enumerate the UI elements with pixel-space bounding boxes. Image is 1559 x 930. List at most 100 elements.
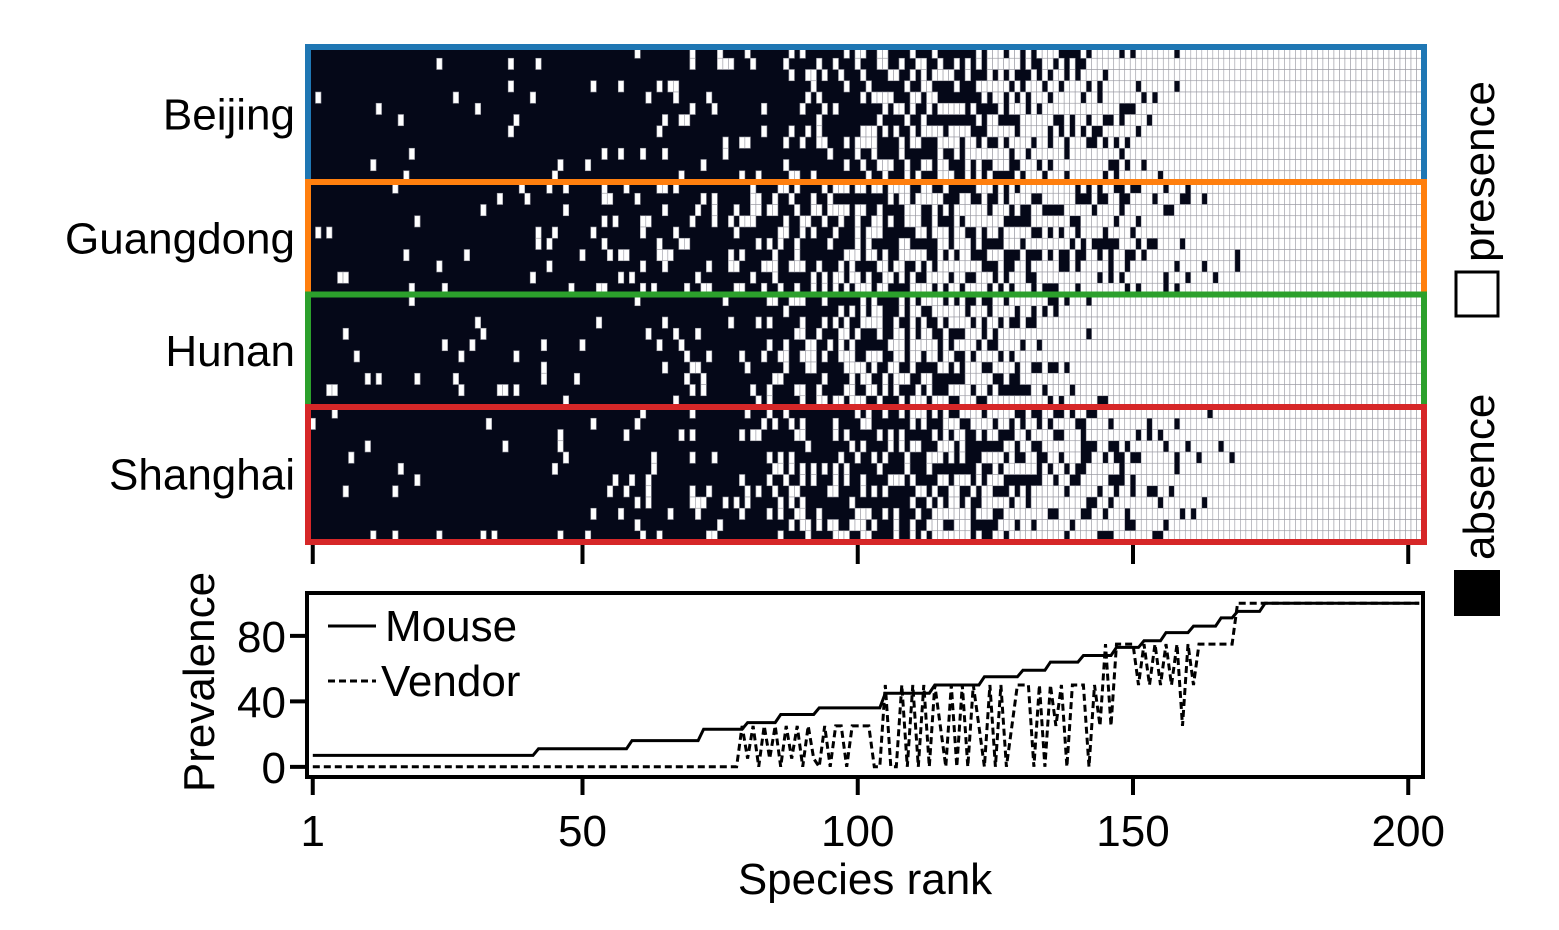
heatmap-cell-present <box>1278 237 1285 250</box>
heatmap-cell-present <box>937 271 944 284</box>
heatmap-cell-present <box>1300 204 1307 217</box>
heatmap-cell-present <box>1207 114 1214 127</box>
heatmap-cell-present <box>975 260 982 273</box>
heatmap-cell-present <box>1080 485 1087 498</box>
heatmap-cell-present <box>1102 339 1109 352</box>
heatmap-cell-present <box>1063 114 1070 127</box>
heatmap-cell-present <box>1184 136 1192 149</box>
heatmap-cell-present <box>1410 136 1417 149</box>
heatmap-cell-present <box>1080 271 1087 284</box>
heatmap-cell-present <box>1234 69 1241 82</box>
heatmap-cell-present <box>1333 372 1340 385</box>
heatmap-cell-present <box>728 316 735 329</box>
heatmap-cell-present <box>1052 417 1059 430</box>
heatmap-cell-present <box>1284 361 1291 374</box>
heatmap-cell-present <box>1207 350 1214 363</box>
heatmap-cell-present <box>1008 485 1015 498</box>
heatmap-cell-present <box>1361 384 1368 397</box>
heatmap-cell-present <box>1399 226 1406 239</box>
heatmap-cell-present <box>794 485 801 498</box>
heatmap-cell-present <box>1377 159 1384 172</box>
heatmap-cell-present <box>1085 417 1093 430</box>
heatmap-cell-present <box>1333 192 1340 205</box>
heatmap-cell-present <box>964 372 971 385</box>
heatmap-cell-present <box>441 339 448 352</box>
heatmap-cell-present <box>1366 226 1373 239</box>
heatmap-cell-present <box>1311 159 1318 172</box>
heatmap-cell-present <box>1361 485 1368 498</box>
heatmap-cell-present <box>1289 451 1296 464</box>
heatmap-cell-present <box>1080 327 1087 340</box>
heatmap-cell-present <box>1014 271 1021 284</box>
heatmap-cell-present <box>1333 485 1340 498</box>
heatmap-cell-present <box>1030 417 1037 430</box>
heatmap-cell-present <box>1383 215 1390 228</box>
heatmap-cell-present <box>1410 474 1417 487</box>
heatmap-cell-present <box>1273 192 1280 205</box>
heatmap-cell-present <box>860 507 867 520</box>
heatmap-cell-present <box>1201 440 1208 453</box>
heatmap-cell-present <box>1267 429 1274 442</box>
heatmap-cell-present <box>1207 69 1214 82</box>
heatmap-cell-present <box>1069 147 1076 160</box>
heatmap-cell-present <box>452 91 459 104</box>
heatmap-cell-present <box>1146 159 1153 172</box>
heatmap-cell-present <box>1113 327 1120 340</box>
heatmap-cell-present <box>876 305 883 318</box>
heatmap-cell-present <box>1300 125 1307 138</box>
heatmap-cell-present <box>1190 339 1197 352</box>
heatmap-cell-present <box>689 496 696 509</box>
heatmap-cell-present <box>1278 339 1285 352</box>
heatmap-cell-present <box>843 204 850 217</box>
heatmap-cell-present <box>1394 69 1401 82</box>
heatmap-cell-present <box>1284 372 1291 385</box>
heatmap-cell-present <box>1063 159 1070 172</box>
heatmap-cell-present <box>1344 496 1351 509</box>
heatmap-cell-present <box>1256 159 1263 172</box>
heatmap-cell-present <box>540 339 548 352</box>
heatmap-cell-present <box>1339 440 1346 453</box>
heatmap-cell-present <box>992 125 999 138</box>
heatmap-cell-present <box>1058 361 1065 374</box>
heatmap-cell-present <box>1245 361 1252 374</box>
x-tick-label: 100 <box>821 807 894 856</box>
heatmap-cell-present <box>513 114 520 127</box>
heatmap-cell-present <box>794 249 801 262</box>
heatmap-cell-present <box>1201 147 1208 160</box>
heatmap-cell-present <box>1162 451 1170 464</box>
heatmap-cell-present <box>948 305 955 318</box>
heatmap-cell-present <box>926 451 933 464</box>
heatmap-cell-present <box>1036 204 1043 217</box>
heatmap-cell-present <box>1251 519 1258 532</box>
heatmap-cell-present <box>1322 271 1329 284</box>
heatmap-cell-present <box>898 271 905 284</box>
heatmap-cell-present <box>1289 226 1296 239</box>
heatmap-cell-present <box>1113 249 1120 262</box>
heatmap-cell-present <box>744 361 751 374</box>
heatmap-cell-present <box>981 372 988 385</box>
heatmap-cell-present <box>1030 125 1037 138</box>
heatmap-cell-present <box>612 215 619 228</box>
heatmap-cell-present <box>1207 102 1214 115</box>
heatmap-cell-present <box>1256 271 1263 284</box>
heatmap-cell-present <box>1350 215 1357 228</box>
heatmap-cell-present <box>1074 350 1081 363</box>
heatmap-cell-present <box>810 462 817 475</box>
heatmap-cell-present <box>1317 80 1324 93</box>
heatmap-cell-present <box>1058 271 1065 284</box>
heatmap-cell-present <box>1218 474 1225 487</box>
heatmap-cell-present <box>981 305 988 318</box>
heatmap-cell-present <box>1085 226 1093 239</box>
heatmap-cell-present <box>1388 485 1395 498</box>
heatmap-cell-present <box>1096 384 1104 397</box>
heatmap-cell-present <box>904 237 911 250</box>
heatmap-cell-present <box>590 226 597 239</box>
heatmap-cell-present <box>953 474 960 487</box>
heatmap-cell-present <box>1333 361 1340 374</box>
heatmap-cell-present <box>1212 462 1219 475</box>
heatmap-cell-present <box>1262 451 1269 464</box>
heatmap-cell-present <box>1041 271 1048 284</box>
heatmap-cell-present <box>981 204 988 217</box>
heatmap-cell-present <box>1245 339 1252 352</box>
heatmap-cell-present <box>1201 485 1208 498</box>
